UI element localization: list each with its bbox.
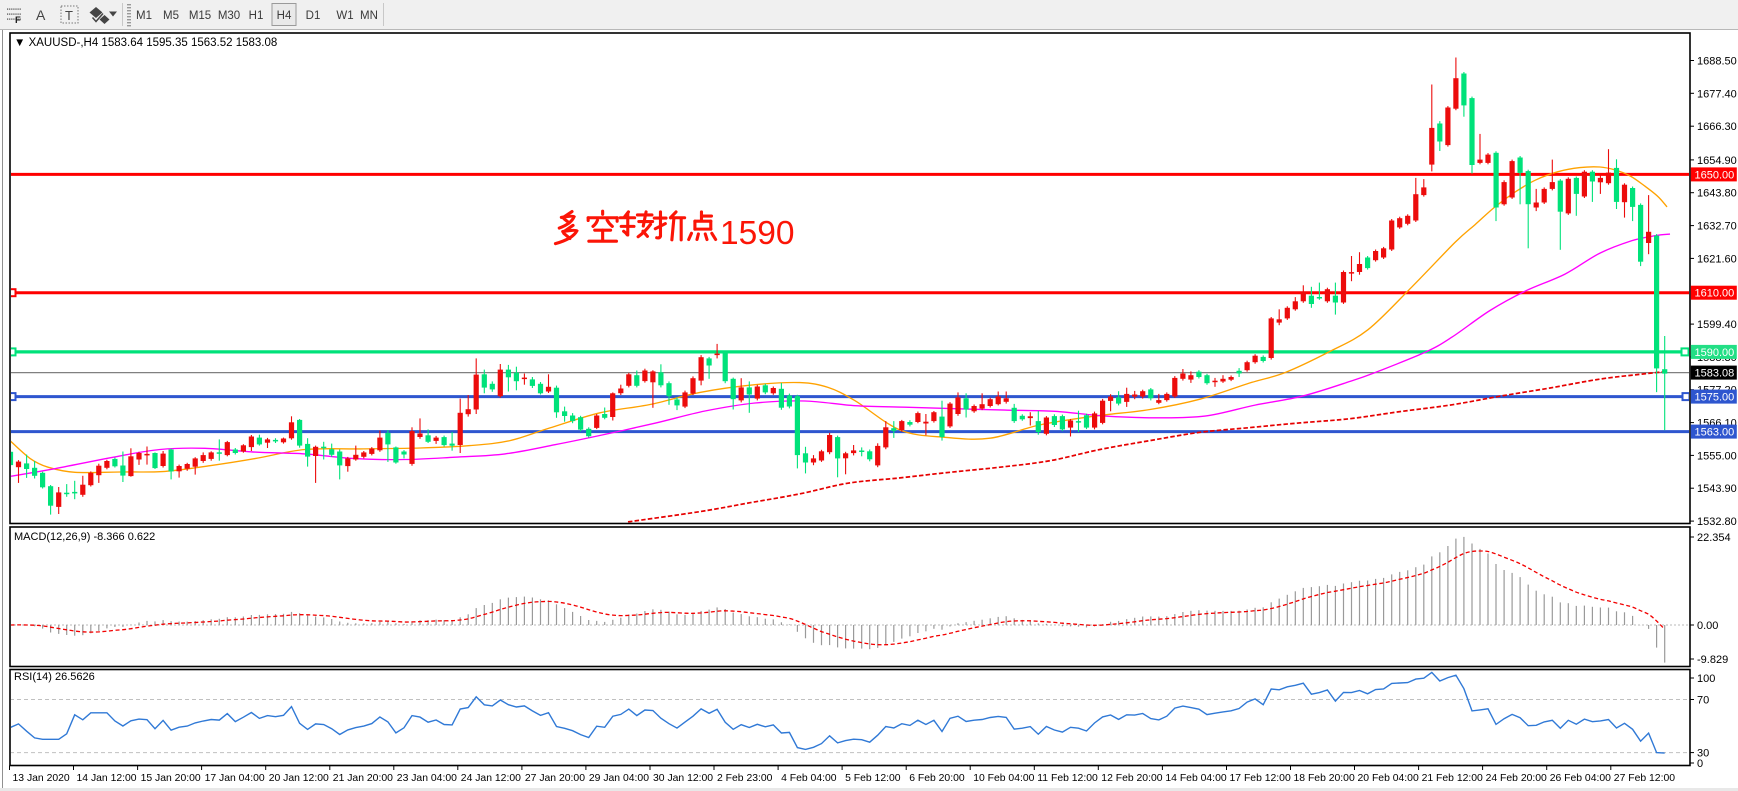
svg-text:1677.40: 1677.40 — [1697, 88, 1737, 100]
svg-text:24 Jan 12:00: 24 Jan 12:00 — [461, 773, 521, 784]
svg-text:18 Feb 20:00: 18 Feb 20:00 — [1294, 773, 1355, 784]
svg-text:M15: M15 — [189, 10, 211, 22]
svg-text:20 Feb 04:00: 20 Feb 04:00 — [1358, 773, 1419, 784]
svg-text:12 Feb 20:00: 12 Feb 20:00 — [1101, 773, 1162, 784]
svg-text:W1: W1 — [336, 10, 353, 22]
svg-text:30: 30 — [1697, 748, 1709, 760]
svg-text:6 Feb 20:00: 6 Feb 20:00 — [909, 773, 965, 784]
svg-text:5 Feb 12:00: 5 Feb 12:00 — [845, 773, 901, 784]
svg-text:0: 0 — [1697, 758, 1703, 770]
svg-text:F: F — [15, 15, 21, 26]
svg-text:1654.90: 1654.90 — [1697, 155, 1737, 167]
svg-text:100: 100 — [1697, 673, 1715, 685]
svg-text:H1: H1 — [249, 10, 264, 22]
svg-text:11 Feb 12:00: 11 Feb 12:00 — [1037, 773, 1098, 784]
svg-text:29 Jan 04:00: 29 Jan 04:00 — [589, 773, 649, 784]
svg-text:0.00: 0.00 — [1697, 620, 1718, 632]
svg-text:17 Jan 04:00: 17 Jan 04:00 — [205, 773, 265, 784]
svg-text:10 Feb 04:00: 10 Feb 04:00 — [973, 773, 1034, 784]
svg-text:M5: M5 — [163, 10, 179, 22]
svg-text:27 Jan 20:00: 27 Jan 20:00 — [525, 773, 585, 784]
svg-text:1563.00: 1563.00 — [1695, 427, 1735, 439]
svg-text:21 Jan 20:00: 21 Jan 20:00 — [333, 773, 393, 784]
svg-text:27 Feb 12:00: 27 Feb 12:00 — [1614, 773, 1675, 784]
svg-text:MACD(12,26,9) -8.366 0.622: MACD(12,26,9) -8.366 0.622 — [14, 531, 155, 543]
svg-text:30 Jan 12:00: 30 Jan 12:00 — [653, 773, 713, 784]
svg-text:T: T — [65, 8, 73, 23]
svg-text:15 Jan 20:00: 15 Jan 20:00 — [141, 773, 201, 784]
svg-text:M1: M1 — [136, 10, 152, 22]
svg-text:70: 70 — [1697, 695, 1709, 707]
svg-text:1666.30: 1666.30 — [1697, 121, 1737, 133]
svg-text:1643.80: 1643.80 — [1697, 188, 1737, 200]
svg-text:H4: H4 — [277, 10, 292, 22]
svg-text:24 Feb 20:00: 24 Feb 20:00 — [1486, 773, 1547, 784]
svg-text:14 Jan 12:00: 14 Jan 12:00 — [77, 773, 137, 784]
svg-text:1583.08: 1583.08 — [1695, 368, 1735, 380]
svg-text:▼ XAUUSD-,H4 1583.64 1595.35: ▼ XAUUSD-,H4 1583.64 1595.35 1563.52 158… — [14, 37, 277, 49]
svg-text:1610.00: 1610.00 — [1695, 288, 1735, 300]
svg-text:1590: 1590 — [720, 215, 795, 252]
svg-text:1650.00: 1650.00 — [1695, 169, 1735, 181]
svg-text:22.354: 22.354 — [1697, 532, 1731, 544]
svg-text:A: A — [36, 7, 46, 23]
svg-text:M30: M30 — [218, 10, 240, 22]
svg-text:1543.90: 1543.90 — [1697, 483, 1737, 495]
svg-text:2 Feb 23:00: 2 Feb 23:00 — [717, 773, 773, 784]
svg-text:4 Feb 04:00: 4 Feb 04:00 — [781, 773, 837, 784]
svg-text:D1: D1 — [306, 10, 321, 22]
svg-text:-9.829: -9.829 — [1697, 654, 1728, 666]
svg-text:13 Jan 2020: 13 Jan 2020 — [13, 773, 70, 784]
svg-text:MN: MN — [360, 10, 378, 22]
svg-text:26 Feb 04:00: 26 Feb 04:00 — [1550, 773, 1611, 784]
svg-text:17 Feb 12:00: 17 Feb 12:00 — [1230, 773, 1291, 784]
svg-text:21 Feb 12:00: 21 Feb 12:00 — [1422, 773, 1483, 784]
svg-text:1599.40: 1599.40 — [1697, 319, 1737, 331]
svg-text:1632.70: 1632.70 — [1697, 221, 1737, 233]
svg-text:1688.50: 1688.50 — [1697, 56, 1737, 68]
svg-text:1532.80: 1532.80 — [1697, 516, 1737, 528]
svg-text:1621.60: 1621.60 — [1697, 253, 1737, 265]
svg-text:1555.00: 1555.00 — [1697, 450, 1737, 462]
svg-text:23 Jan 04:00: 23 Jan 04:00 — [397, 773, 457, 784]
svg-text:RSI(14) 26.5626: RSI(14) 26.5626 — [14, 671, 95, 683]
svg-text:1590.00: 1590.00 — [1695, 347, 1735, 359]
svg-text:14 Feb 04:00: 14 Feb 04:00 — [1165, 773, 1226, 784]
svg-text:20 Jan 12:00: 20 Jan 12:00 — [269, 773, 329, 784]
svg-text:1575.00: 1575.00 — [1695, 392, 1735, 404]
